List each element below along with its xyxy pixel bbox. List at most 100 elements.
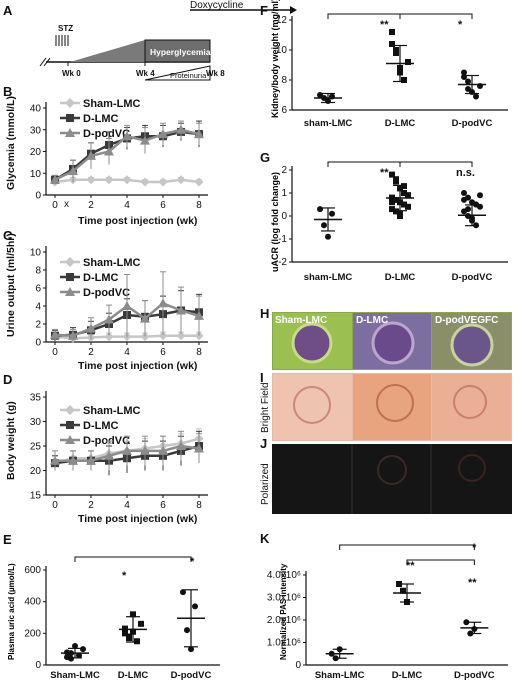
- y-tick-label: 15: [30, 491, 42, 502]
- data-point: [180, 589, 186, 596]
- y-tick-label: -2: [278, 257, 287, 268]
- data-point: [158, 129, 168, 139]
- data-point: [401, 77, 407, 83]
- data-point: [68, 166, 78, 176]
- y-tick-label: 4.0x10⁶: [267, 570, 301, 581]
- data-point: [389, 206, 395, 213]
- legend-dpod-marker-icon: [65, 128, 75, 137]
- chart-urine-xlabel: Time post injection (wk): [78, 360, 197, 372]
- wk0-label: Wk 0: [62, 69, 81, 78]
- doxycycline-arrowhead-icon: [290, 6, 297, 14]
- data-point: [461, 69, 467, 76]
- chart-uric-star-2: *: [190, 556, 195, 568]
- y-tick-label: 20: [30, 147, 42, 158]
- data-point: [461, 190, 467, 196]
- legend-c-sham-label: Sham-LMC: [83, 257, 141, 269]
- chart-glycemia-xlabel: Time post injection (wk): [78, 215, 197, 227]
- data-point: [389, 199, 395, 206]
- chart-glycemia-symbol: x: [64, 199, 69, 210]
- y-tick-label: 0: [35, 660, 41, 671]
- y-tick-label: 0: [295, 660, 301, 671]
- panel-label-a: A: [3, 3, 13, 18]
- significance-bracket: [406, 559, 475, 565]
- y-tick-label: 0: [35, 191, 41, 202]
- data-point: [192, 603, 198, 610]
- y-tick-label: 0: [281, 211, 287, 222]
- hyperglycemia-ramp: [70, 40, 145, 62]
- category-label: D-podVC: [452, 272, 493, 283]
- chart-glycemia-ylabel: Glycemia (mmol/L): [5, 96, 17, 190]
- data-point: [465, 206, 471, 213]
- y-tick-label: 1.0x10⁶: [267, 638, 301, 649]
- data-point: [140, 445, 150, 455]
- glomerulus-j-dlmc: [377, 455, 407, 485]
- chart-uacr: uACR (log fold change) ** n.s. -2 -1 0 1 2 sh…: [270, 161, 508, 283]
- x-tick-label: 8: [196, 500, 202, 511]
- data-point: [176, 305, 186, 315]
- data-point: [76, 652, 82, 659]
- data-point: [64, 654, 70, 661]
- chart-pas-ylabel: Normalized PAS intensity: [279, 563, 288, 660]
- x-tick-label: 6: [160, 500, 166, 511]
- chart-urine-output: Urine output (ml/5hr) Time post injectio…: [5, 233, 208, 372]
- bright-field-label: Bright Field: [260, 382, 271, 433]
- data-point: [321, 222, 327, 229]
- y-tick-label: 600: [24, 565, 41, 576]
- data-point: [50, 455, 60, 465]
- y-tick-label: 35: [30, 393, 42, 404]
- x-tick-label: 0: [52, 347, 58, 358]
- micrograph-label-dlmc: D-LMC: [356, 315, 388, 326]
- x-tick-label: 6: [160, 200, 166, 211]
- chart-bw-xlabel: Time post injection (wk): [78, 513, 197, 525]
- panel-label-j: J: [260, 436, 267, 451]
- y-tick-label: 30: [30, 125, 42, 136]
- chart-kw-star-2: *: [458, 19, 463, 31]
- data-point: [122, 175, 132, 185]
- category-label: D-LMC: [392, 670, 423, 681]
- proteinuria-ramp: [144, 65, 211, 81]
- micrograph-label-sham: Sham-LMC: [275, 315, 327, 326]
- chart-kidney-weight: Kidney/body weight (mg/ml) ** * 6 8 10 12 sh…: [270, 0, 508, 129]
- data-point: [317, 206, 323, 213]
- micrograph-panels: Sham-LMC D-LMC D-podVEGFC Bright Field P…: [260, 312, 512, 514]
- data-point: [401, 190, 407, 196]
- data-point: [104, 450, 114, 460]
- y-tick-label: 4: [35, 302, 41, 313]
- data-point: [104, 146, 114, 156]
- x-tick-label: 4: [124, 500, 130, 511]
- data-point: [393, 208, 399, 215]
- hyperglycemia-bar: [144, 39, 211, 63]
- category-label: D-podVC: [452, 118, 493, 129]
- chart-kw-star-1: **: [380, 19, 389, 31]
- data-point: [140, 313, 150, 323]
- data-point: [393, 196, 399, 203]
- data-point: [194, 443, 204, 453]
- glomerulus-i-dlmc: [376, 384, 414, 422]
- y-tick-label: 30: [30, 417, 42, 428]
- data-point: [401, 201, 407, 208]
- x-tick-label: 0: [52, 500, 58, 511]
- data-point: [158, 331, 168, 341]
- chart-uric-ylabel: Plasma uric acid (µmol/L): [7, 563, 16, 660]
- panel-label-k: K: [260, 531, 270, 546]
- data-point: [389, 41, 395, 47]
- category-label: sham-LMC: [304, 272, 353, 283]
- data-point: [465, 78, 471, 85]
- chart-body-weight: Body weight (g) Time post injection (wk)…: [5, 391, 208, 525]
- significance-bracket: [327, 161, 401, 167]
- hyperglycemia-label: Hyperglycemia: [150, 47, 211, 57]
- chart-kw-ylabel: Kidney/body weight (mg/ml): [270, 0, 280, 118]
- category-label: D-LMC: [118, 670, 149, 681]
- legend-dlmc-marker-icon: [66, 114, 74, 122]
- data-point: [134, 638, 140, 645]
- legend-sham-marker-icon: [65, 98, 75, 108]
- y-tick-label: 1: [281, 188, 287, 199]
- data-point: [68, 330, 78, 340]
- chart-glycemia-legend: Sham-LMC D-LMC D-podVC: [60, 98, 141, 140]
- panel-label-g: G: [260, 150, 270, 165]
- category-label: D-LMC: [385, 118, 416, 129]
- x-tick-label: 2: [88, 500, 94, 511]
- data-point: [397, 213, 403, 219]
- category-label: D-podVC: [171, 670, 212, 681]
